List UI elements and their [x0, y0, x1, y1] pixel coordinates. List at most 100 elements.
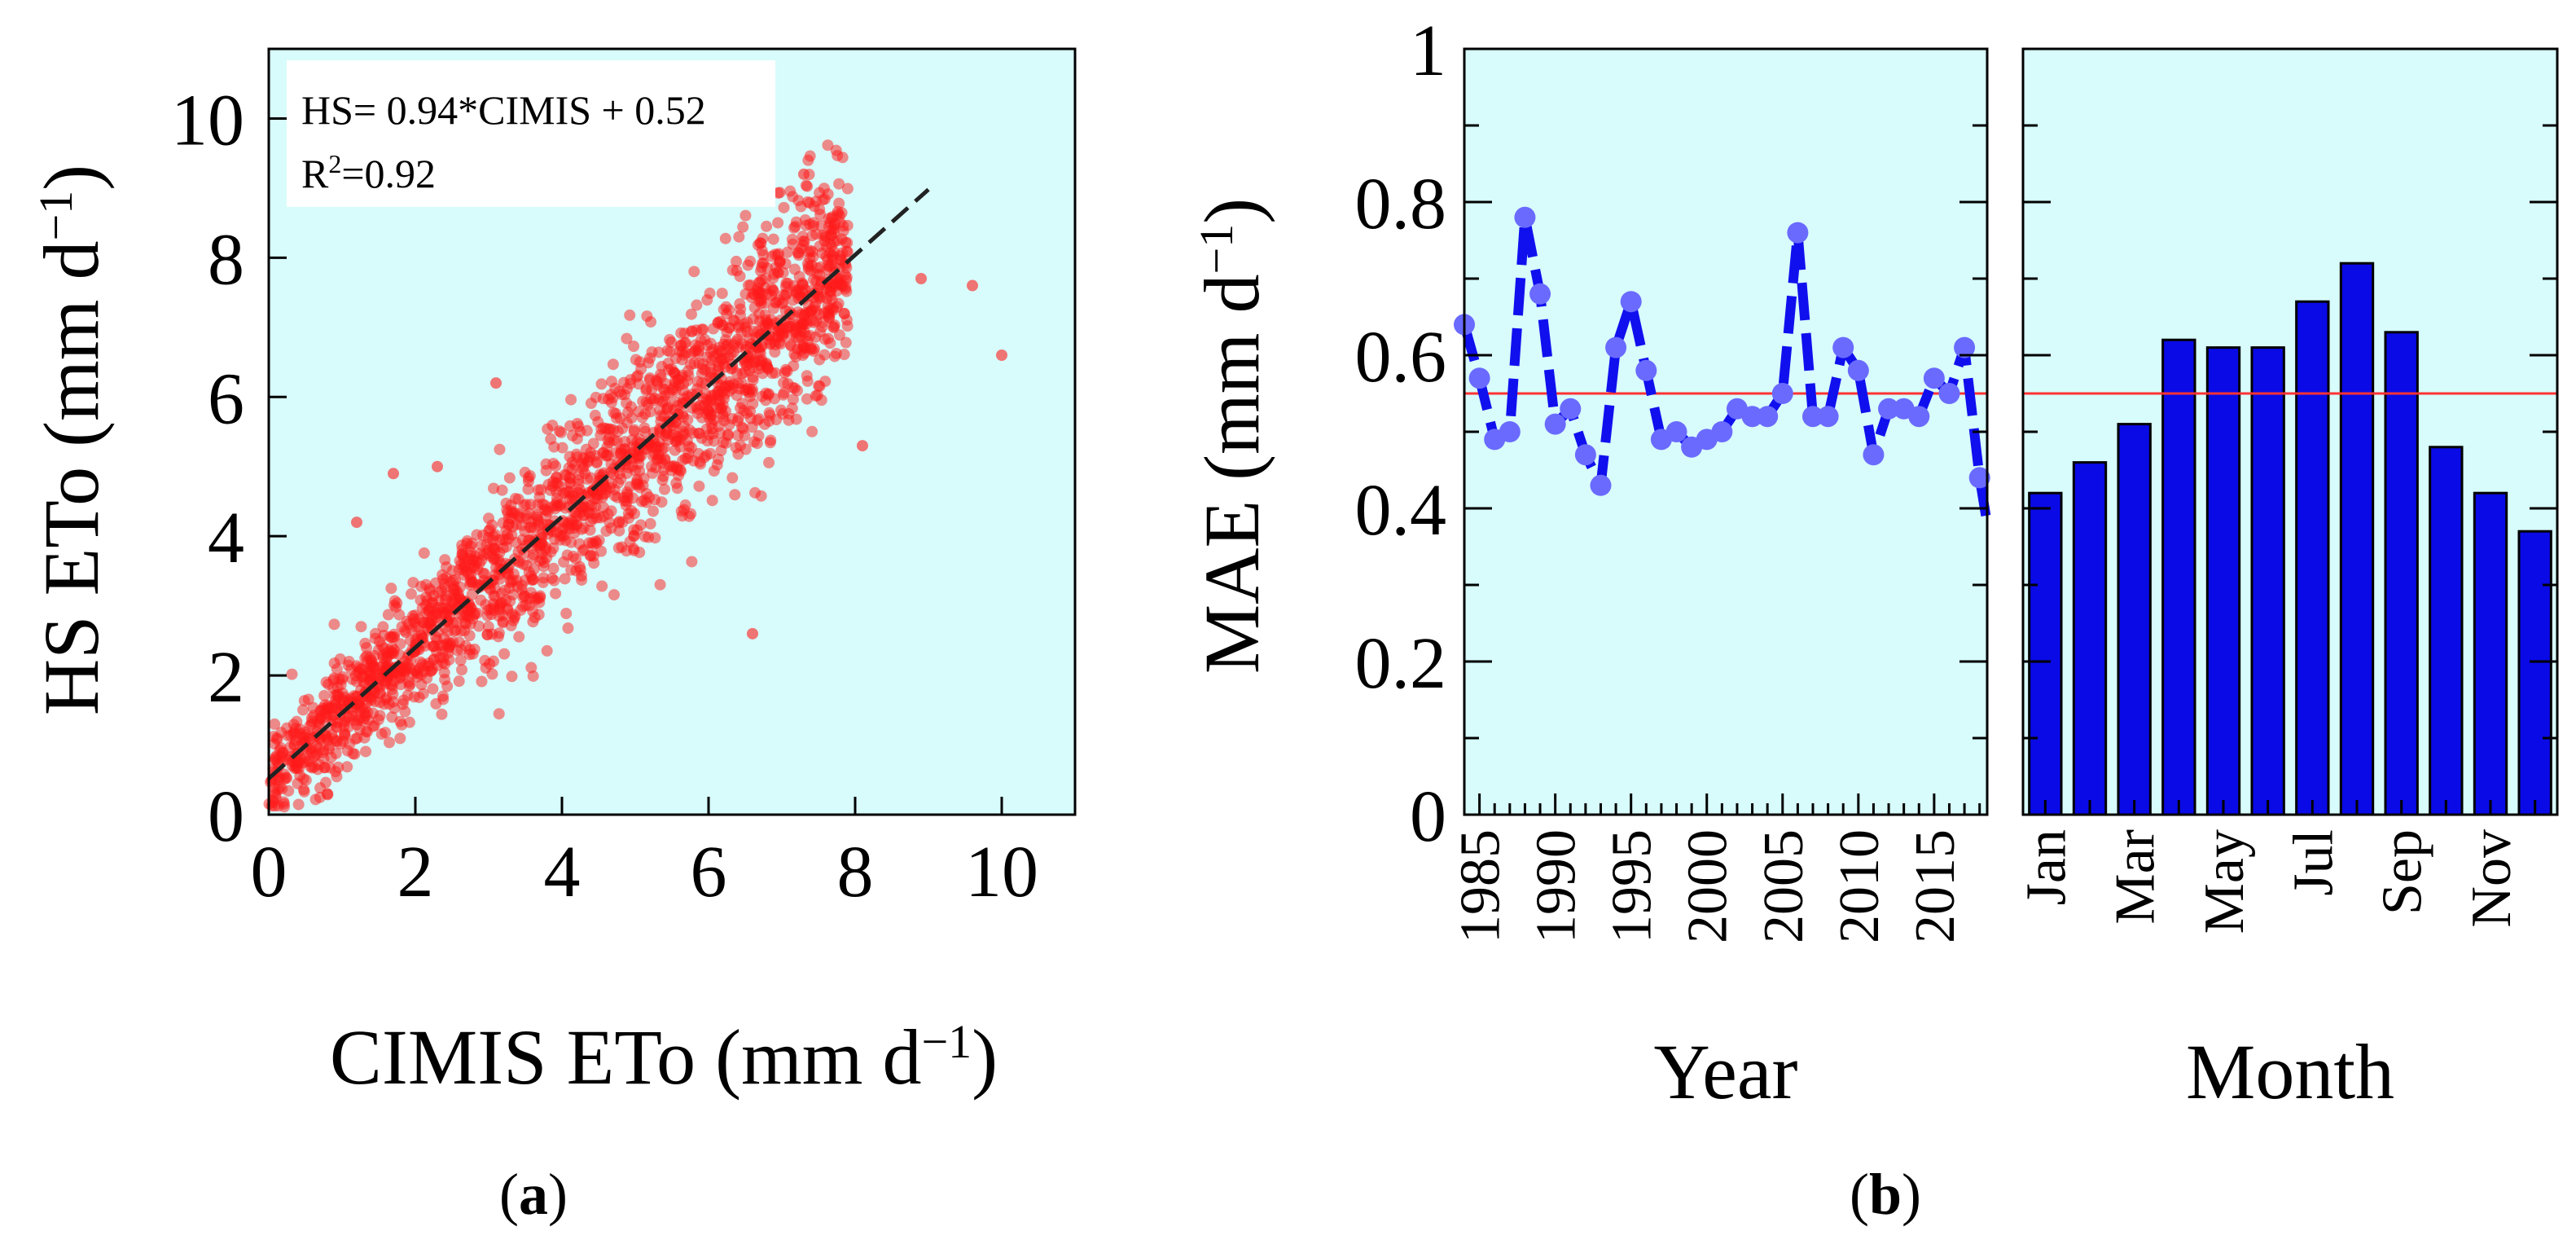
year-mae-point: [1635, 359, 1657, 381]
scatter-point: [804, 150, 816, 162]
scatter-axes-frame: [267, 47, 1077, 816]
scatter-point: [755, 490, 767, 502]
scatter-point: [551, 499, 564, 512]
scatter-point: [639, 408, 652, 420]
scatter-point: [576, 574, 588, 586]
scatter-point: [269, 800, 281, 812]
scatter-point: [806, 425, 818, 437]
scatter-point: [360, 745, 372, 758]
scatter-point: [659, 453, 671, 465]
scatter-point: [647, 467, 659, 479]
scatter-point: [841, 237, 854, 249]
year-tick-label: 1985: [1450, 829, 1512, 943]
x-tick-label: 10: [965, 832, 1038, 912]
month-bar: [2072, 461, 2108, 816]
scatter-point: [579, 501, 591, 513]
scatter-point: [318, 689, 331, 701]
scatter-point: [515, 604, 527, 616]
month-tick-label: May: [2193, 829, 2256, 934]
scatter-point: [726, 472, 739, 484]
scatter-point: [603, 437, 616, 449]
scatter-point: [533, 516, 545, 528]
scatter-point: [437, 693, 450, 706]
scatter-point: [304, 732, 316, 745]
scatter-point: [408, 691, 420, 703]
year-mae-point: [1529, 283, 1551, 305]
scatter-point: [414, 662, 426, 675]
scatter-point: [439, 657, 451, 670]
scatter-point: [720, 301, 732, 313]
scatter-point: [430, 612, 442, 624]
scatter-point: [448, 584, 460, 596]
scatter-point: [826, 293, 838, 306]
scatter-point: [465, 574, 477, 586]
x-tick-label: 4: [544, 832, 581, 912]
scatter-point: [447, 636, 459, 648]
scatter-point: [840, 336, 852, 349]
scatter-point: [619, 443, 631, 455]
scatter-point: [647, 505, 660, 517]
scatter-point: [814, 269, 826, 281]
scatter-point: [283, 785, 295, 797]
panel-label-a: (a): [499, 1162, 568, 1227]
y-tick-label: 0: [208, 776, 244, 857]
year-mae-point: [1665, 421, 1687, 442]
scatter-point: [388, 595, 401, 607]
scatter-point: [769, 346, 781, 358]
scatter-point: [337, 735, 349, 747]
scatter-point: [334, 653, 346, 666]
scatter-point: [584, 550, 596, 562]
scatter-point: [439, 554, 451, 566]
scatter-point: [498, 648, 511, 660]
r2-prefix: R: [301, 151, 329, 196]
scatter-point: [813, 380, 825, 392]
month-bar: [2429, 446, 2464, 816]
scatter-point: [622, 406, 634, 418]
scatter-point: [599, 423, 612, 435]
scatter-point: [411, 670, 423, 683]
scatter-point: [778, 201, 790, 213]
scatter-point: [456, 547, 468, 560]
scatter-point: [792, 332, 805, 344]
yearly-mae-line: [1459, 212, 1992, 525]
scatter-point: [775, 338, 787, 350]
regression-line: [267, 187, 930, 780]
scatter-point: [757, 257, 769, 270]
scatter-point: [459, 640, 472, 652]
scatter-point: [697, 323, 709, 336]
scatter-point: [525, 662, 538, 674]
scatter-point: [456, 664, 468, 676]
scatter-point: [303, 755, 315, 767]
scatter-point: [467, 555, 479, 567]
scatter-point: [571, 417, 583, 429]
scatter-point: [546, 572, 558, 584]
scatter-point: [650, 441, 662, 453]
scatter-point: [483, 512, 495, 525]
scatter-point: [688, 266, 700, 278]
scatter-point: [798, 347, 810, 359]
scatter-point: [701, 435, 713, 447]
scatter-point: [678, 503, 690, 516]
scatter-point: [763, 407, 775, 419]
scatter-point: [424, 585, 437, 597]
scatter-y-label-text: HS ETo (mm d: [28, 241, 115, 716]
scatter-point: [715, 353, 727, 365]
scatter-point: [748, 436, 760, 448]
scatter-point: [617, 516, 629, 528]
scatter-point: [800, 179, 812, 191]
year-axis-label: Year: [1654, 1028, 1798, 1115]
scatter-point: [478, 549, 490, 561]
month-bar: [2250, 346, 2285, 816]
mae-y-tick-label: 0.2: [1355, 623, 1447, 704]
scatter-point: [967, 279, 978, 292]
scatter-point: [798, 168, 810, 180]
scatter-point: [507, 574, 519, 587]
month-tick-label: Nov: [2460, 829, 2523, 928]
scatter-point: [738, 404, 750, 416]
scatter-point: [814, 187, 826, 199]
scatter-point: [761, 220, 773, 232]
scatter-point: [822, 139, 834, 152]
scatter-point: [722, 429, 734, 442]
scatter-point: [795, 319, 807, 332]
scatter-point: [286, 668, 298, 680]
